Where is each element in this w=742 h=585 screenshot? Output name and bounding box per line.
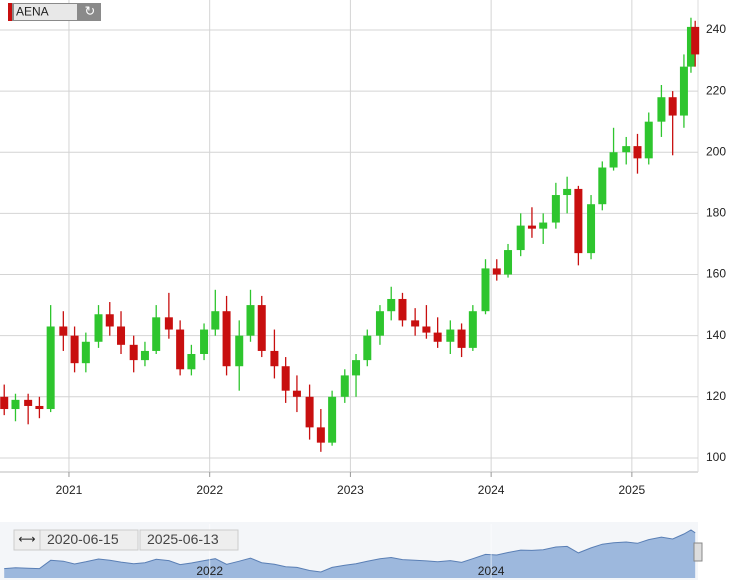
candle-body: [574, 188, 583, 254]
candle-body: [270, 350, 279, 367]
y-tick-label: 140: [706, 328, 726, 342]
candle-body: [222, 311, 231, 367]
y-tick-label: 120: [706, 389, 726, 403]
candle-body: [176, 329, 185, 370]
candle-body: [539, 222, 548, 229]
candle-body: [411, 320, 420, 327]
candle-body: [129, 344, 138, 361]
y-tick-label: 180: [706, 206, 726, 220]
end-date: 2025-06-13: [147, 531, 219, 547]
y-tick-label: 100: [706, 450, 726, 464]
candle-body: [24, 399, 33, 406]
candle-body: [94, 314, 103, 342]
candle-body: [446, 329, 455, 342]
candle-body: [504, 250, 513, 275]
candle-body: [563, 188, 572, 196]
candle-body: [644, 121, 653, 159]
candle-body: [422, 326, 431, 333]
candle-body: [668, 97, 677, 116]
candle-body: [328, 396, 337, 443]
candle-body: [46, 326, 55, 410]
symbol-color: [8, 3, 12, 21]
candle-body: [257, 305, 266, 351]
candle-body: [457, 329, 466, 348]
navigator-tick-label: 2024: [478, 564, 505, 578]
symbol: AENA: [16, 5, 49, 19]
candle-body: [598, 167, 607, 205]
candle-body: [551, 195, 560, 223]
navigator-line: [4, 529, 696, 573]
navigator-tick-label: 2022: [196, 564, 223, 578]
candle-body: [691, 26, 700, 55]
candle-body: [622, 146, 631, 153]
y-tick-label: 240: [706, 22, 726, 36]
candle-body: [200, 329, 209, 354]
candle-body: [686, 26, 695, 67]
candle-body: [105, 314, 114, 327]
candle-body: [246, 305, 255, 336]
x-tick-label: 2025: [619, 483, 646, 497]
candle-body: [679, 66, 688, 116]
candle-body: [352, 360, 361, 376]
x-tick-label: 2022: [196, 483, 223, 497]
candle-body: [481, 268, 490, 312]
candle-body: [152, 317, 161, 351]
candle-body: [35, 405, 44, 410]
candle-body: [70, 335, 79, 364]
start-field[interactable]: [39, 529, 139, 551]
candle-body: [316, 427, 325, 443]
candle-body: [609, 152, 618, 168]
candle-body: [587, 204, 596, 254]
candle-body: [633, 146, 642, 159]
candle-body: [140, 350, 149, 361]
candle-body: [305, 396, 314, 428]
y-tick-label: 220: [706, 83, 726, 97]
x-tick-label: 2023: [337, 483, 364, 497]
candle-body: [375, 311, 384, 336]
candle-body: [292, 390, 301, 397]
candle-body: [387, 298, 396, 312]
candle-body: [11, 399, 20, 410]
symbol-box[interactable]: AENA ↻: [8, 3, 101, 21]
x-tick-label: 2021: [56, 483, 83, 497]
candle-body: [164, 317, 173, 330]
candle-body: [81, 341, 90, 364]
refresh-icon[interactable]: ↻: [85, 3, 96, 18]
candle-body: [235, 335, 244, 367]
candle-body: [398, 298, 407, 321]
range-arrow: ⟷: [18, 532, 35, 546]
candle-body: [527, 225, 536, 229]
candle-body: [468, 311, 477, 348]
candle-body: [211, 311, 220, 330]
x-tick-label: 2024: [478, 483, 505, 497]
navigator-area-fill: [4, 530, 696, 578]
candle-body: [657, 97, 666, 122]
end-field[interactable]: [139, 529, 239, 551]
candle-body: [492, 268, 501, 275]
symbol-field: [14, 4, 77, 20]
candle-body: [59, 326, 68, 336]
candle-body: [433, 332, 442, 342]
range-controls[interactable]: ⟷ 2020-06-15 2025-06-13: [13, 529, 239, 551]
candle-body: [281, 366, 290, 391]
candle-body: [0, 396, 9, 410]
candle-body: [363, 335, 372, 361]
y-tick-label: 160: [706, 267, 726, 281]
start-date: 2020-06-15: [47, 531, 119, 547]
candle-body: [187, 354, 196, 370]
candle-body: [516, 225, 525, 251]
navigator-handle[interactable]: [693, 542, 703, 562]
candle-body: [117, 326, 126, 345]
candle-body: [340, 375, 349, 397]
y-tick-label: 200: [706, 144, 726, 158]
